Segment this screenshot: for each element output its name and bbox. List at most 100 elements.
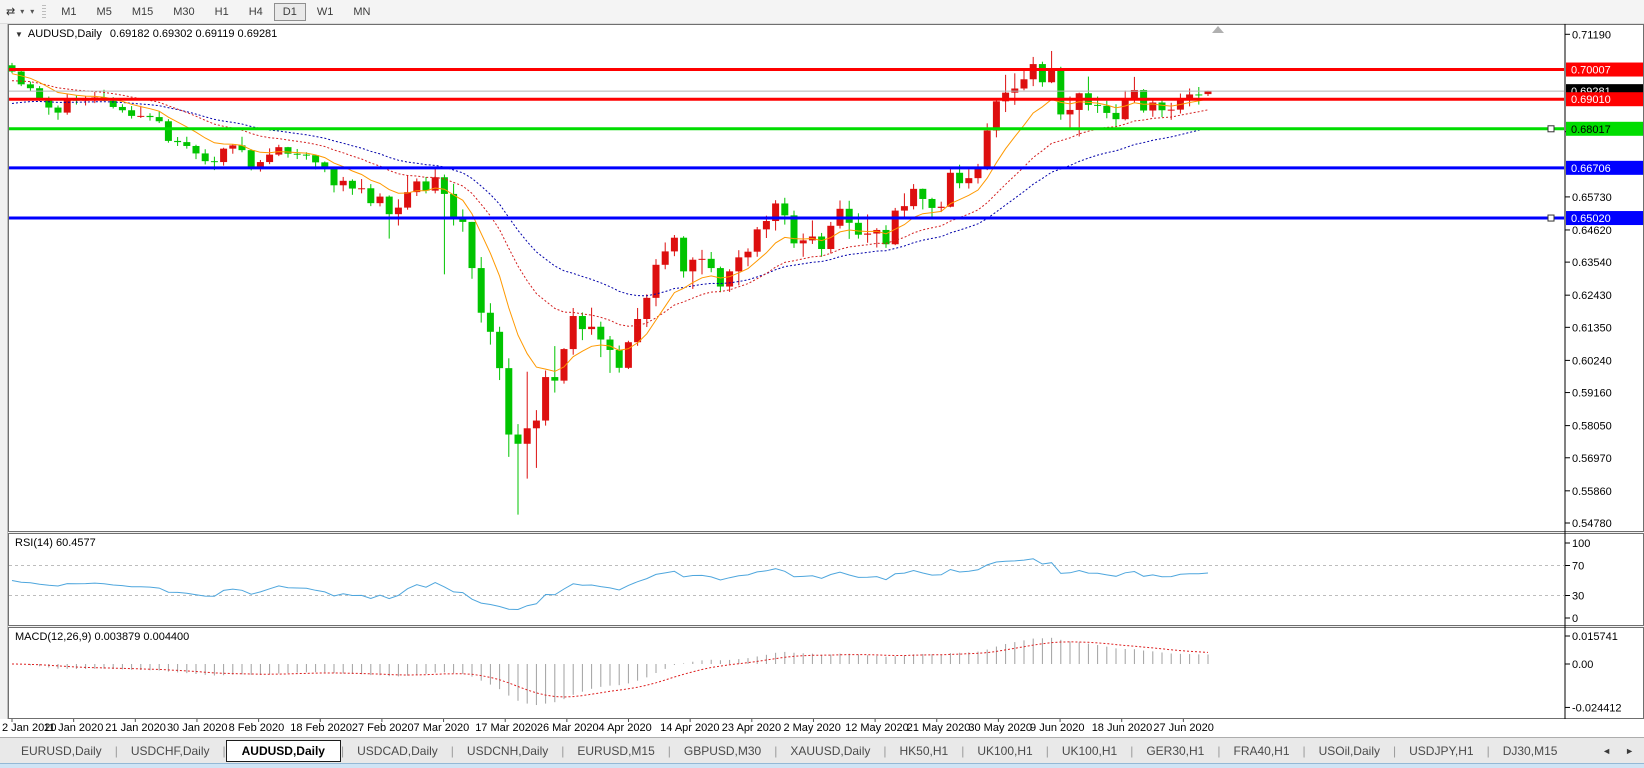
price-tick-label: 0.64620	[1572, 225, 1612, 237]
timeframe-button-w1[interactable]: W1	[316, 5, 334, 18]
chart-tab-usdcnh-daily[interactable]: USDCNH,Daily	[466, 743, 549, 758]
timeframe-button-m1[interactable]: M1	[61, 5, 77, 18]
macd-indicator-panel[interactable]: MACD(12,26,9) 0.003879 0.004400	[8, 627, 1644, 719]
candle-body	[164, 121, 172, 141]
candle-body	[1048, 69, 1056, 83]
level-label-box	[1566, 121, 1643, 136]
timeframe-button-h4[interactable]: H4	[248, 5, 263, 18]
timeframe-button-d1[interactable]: D1	[273, 2, 306, 21]
candle-body	[1011, 88, 1019, 93]
chart-tab-xauusd-daily[interactable]: XAUUSD,Daily	[790, 743, 871, 758]
chart-tab-gbpusd-m30[interactable]: GBPUSD,M30	[683, 743, 762, 758]
candle-body	[992, 101, 1000, 131]
ma-slow-line	[11, 100, 1209, 297]
candle-body	[689, 259, 697, 272]
collapse-triangle-icon[interactable]: ▼	[15, 30, 23, 39]
candle-body	[652, 264, 660, 298]
chart-tab-hk50-h1[interactable]: HK50,H1	[899, 743, 949, 758]
candle-body	[1176, 98, 1184, 110]
toolbar-grip[interactable]	[42, 4, 47, 19]
candle-body	[339, 180, 347, 186]
candle-body	[128, 110, 136, 116]
date-label: 17 Mar 2020	[475, 722, 537, 734]
candle-body	[348, 180, 356, 189]
candle-body	[1103, 105, 1111, 113]
candle-body	[578, 316, 586, 330]
tab-separator: |	[1045, 743, 1049, 758]
macd-tick-label: 0.015741	[1572, 631, 1618, 643]
candle-body	[26, 84, 34, 89]
chart-tab-usdcad-daily[interactable]: USDCAD,Daily	[357, 743, 438, 758]
chart-tab-audusd-daily[interactable]: AUDUSD,Daily	[225, 739, 341, 762]
candle-body	[532, 420, 540, 429]
tab-separator: |	[667, 743, 671, 758]
tab-separator: |	[1302, 743, 1306, 758]
tab-separator: |	[1130, 743, 1134, 758]
tab-separator: |	[340, 743, 345, 758]
main-chart-panel[interactable]: ▼ AUDUSD,Daily 0.69182 0.69302 0.69119 0.6…	[8, 24, 1644, 532]
date-label: 7 Mar 2020	[413, 722, 470, 734]
price-tick-label: 0.65730	[1572, 192, 1612, 204]
candle-body	[974, 168, 982, 179]
level-label-box	[1566, 92, 1643, 107]
price-tick-label: 0.71190	[1572, 29, 1611, 41]
rsi-indicator-panel[interactable]: RSI(14) 60.4577	[8, 533, 1644, 626]
candle-body	[542, 377, 550, 421]
tab-separator: |	[774, 743, 778, 758]
chart-tab-usdjpy-h1[interactable]: USDJPY,H1	[1409, 743, 1474, 758]
candle-body	[854, 222, 862, 235]
timeframe-button-h1[interactable]: H1	[214, 5, 229, 18]
timeframe-button-m5[interactable]: M5	[96, 5, 112, 18]
rsi-tick-label: 100	[1572, 538, 1590, 550]
level-label-box	[1566, 160, 1643, 175]
price-tick-label: 0.54780	[1572, 518, 1612, 530]
tab-scroll-right-icon[interactable]: ►	[1625, 745, 1634, 756]
chart-switch-icon[interactable]: ⇄	[6, 6, 16, 18]
candle-body	[192, 145, 200, 154]
price-tick-label: 0.55860	[1572, 486, 1612, 498]
chart-tab-fra40-h1[interactable]: FRA40,H1	[1233, 743, 1290, 758]
chevron-down-icon[interactable]: ▾	[30, 7, 35, 16]
chart-tab-dj30-m15[interactable]: DJ30,M15	[1502, 743, 1558, 758]
price-tick-label: 0.56970	[1572, 453, 1612, 465]
candle-body	[845, 208, 853, 223]
tab-separator: |	[961, 743, 965, 758]
candle-body	[919, 188, 927, 199]
rsi-line	[11, 558, 1209, 611]
chart-tab-eurusd-m15[interactable]: EURUSD,M15	[577, 743, 655, 758]
date-axis: 2 Jan 2020 11 Jan 2020 21 Jan 2020 30 Jan 2…	[0, 719, 1644, 737]
timeframe-button-m30[interactable]: M30	[173, 5, 195, 18]
level-handle	[1547, 214, 1555, 222]
status-strip	[0, 763, 1644, 768]
chart-tab-uk100-h1[interactable]: UK100,H1	[977, 743, 1033, 758]
level-label: 0.69010	[1571, 94, 1611, 106]
chart-tab-usoil-daily[interactable]: USOil,Daily	[1318, 743, 1380, 758]
candle-body	[1158, 102, 1166, 111]
candle-body	[615, 349, 623, 368]
candle-body	[799, 240, 807, 244]
chart-tab-uk100-h1[interactable]: UK100,H1	[1061, 743, 1118, 758]
candle-body	[560, 349, 568, 381]
timeframe-button-m15[interactable]: M15	[131, 5, 154, 18]
chart-tab-ger30-h1[interactable]: GER30,H1	[1146, 743, 1205, 758]
chart-tab-eurusd-daily[interactable]: EURUSD,Daily	[21, 743, 102, 758]
candle-body	[174, 140, 182, 143]
candle-body	[643, 297, 651, 319]
candle-body	[413, 181, 421, 193]
candle-body	[716, 268, 724, 287]
candle-body	[1066, 109, 1074, 115]
candle-body	[1167, 109, 1175, 111]
tab-separator: |	[883, 743, 887, 758]
candle-body	[220, 148, 228, 163]
candle-body	[45, 98, 53, 108]
chart-tab-usdchf-daily[interactable]: USDCHF,Daily	[130, 743, 210, 758]
candle-body	[201, 153, 209, 162]
candle-body	[63, 99, 71, 113]
candle-body	[597, 326, 605, 340]
candle-body	[1094, 104, 1102, 106]
tab-scroll-left-icon[interactable]: ◄	[1602, 745, 1612, 756]
chevron-down-icon[interactable]: ▾	[20, 7, 25, 16]
timeframe-button-mn[interactable]: MN	[353, 5, 371, 18]
candle-body	[680, 237, 688, 272]
